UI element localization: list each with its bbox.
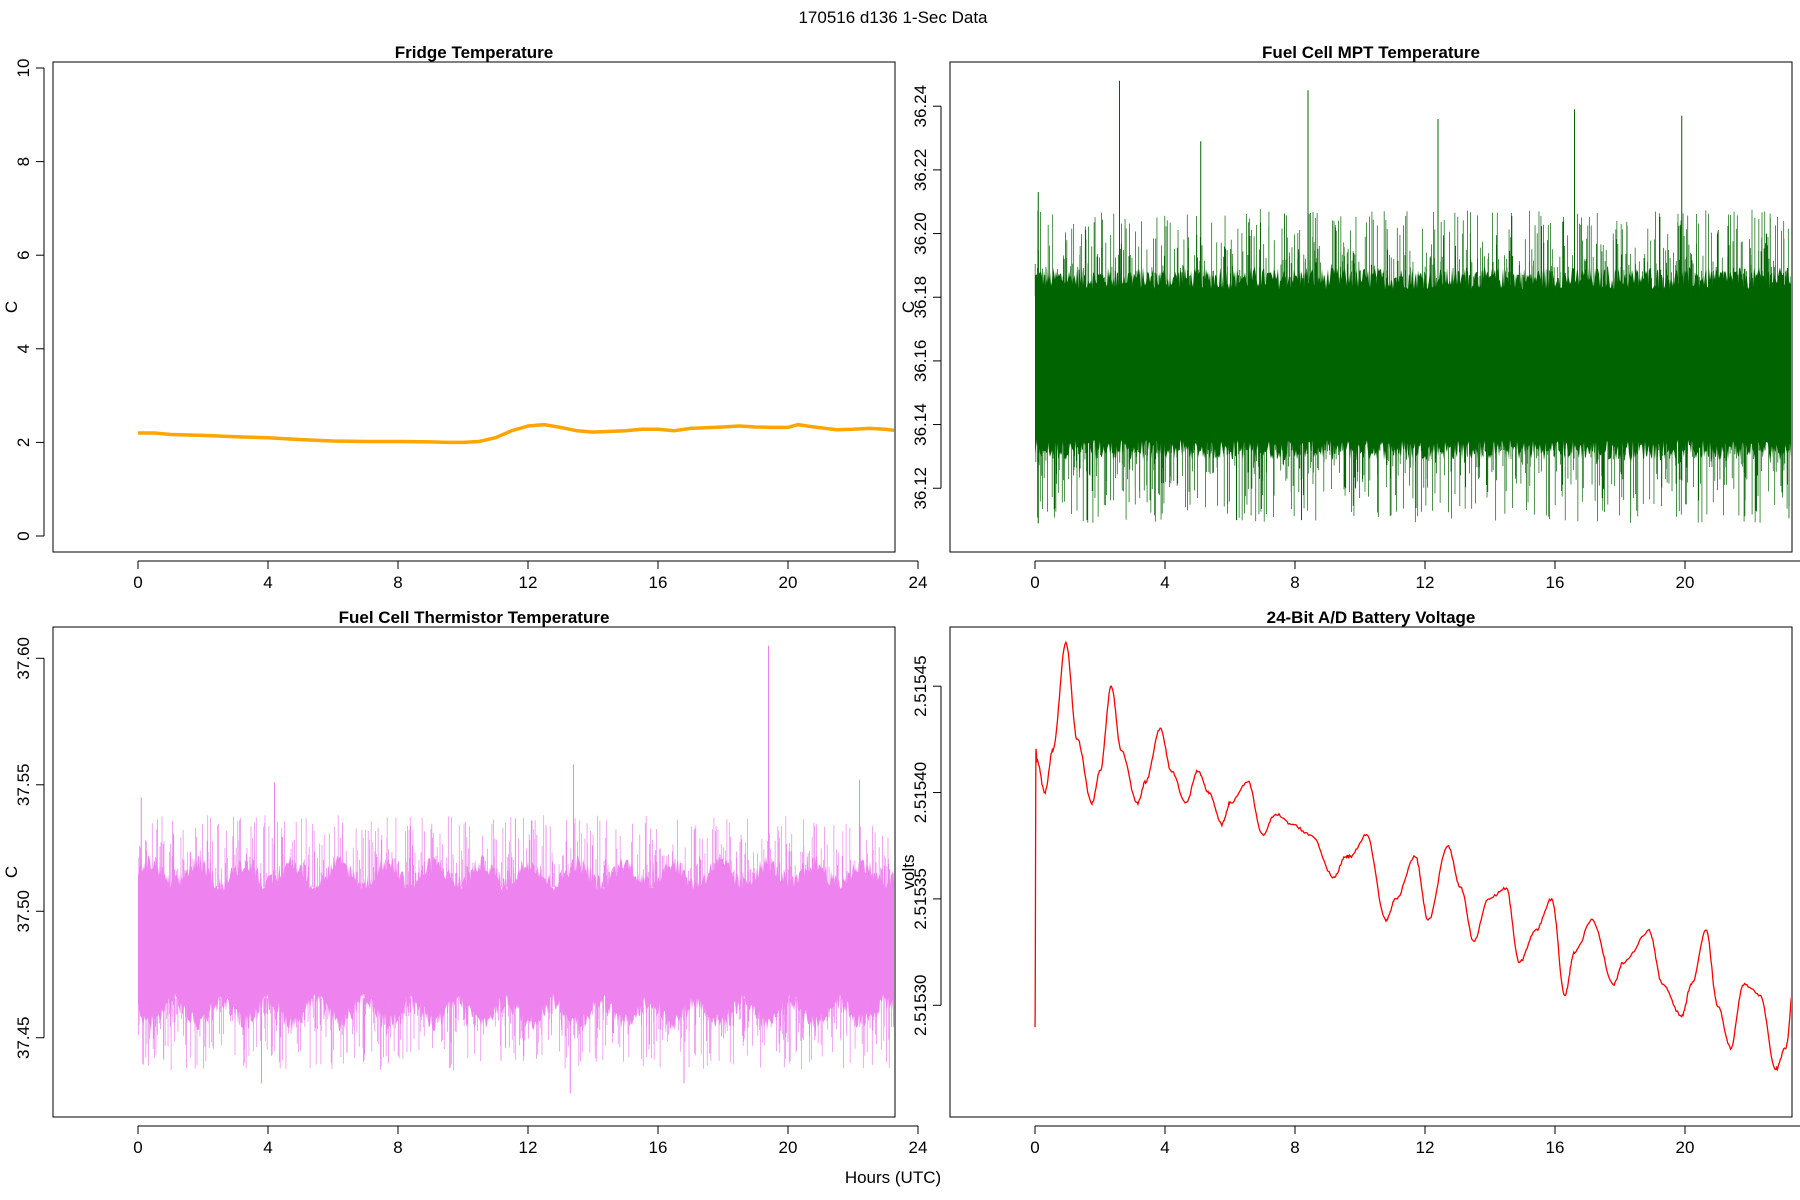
panel-title: Fuel Cell MPT Temperature (1262, 43, 1480, 62)
y-tick-label: 36.20 (911, 212, 930, 255)
x-tick-label: 0 (133, 573, 142, 592)
x-tick-label: 24 (909, 1138, 928, 1157)
y-axis: 36.12 36.14 36.16 36.18 36.20 36.22 36.24 (911, 85, 942, 510)
y-tick-label: 2.51540 (911, 762, 930, 823)
y-tick-label: 2.51535 (911, 868, 930, 929)
panel-24-bit-a-d-battery-voltage: 24-Bit A/D Battery Voltage 0 4 8 12 16 20 24 2.5… (899, 608, 1800, 1157)
y-tick-label: 4 (14, 344, 33, 353)
y-tick-label: 36.24 (911, 85, 930, 128)
plot-frame (949, 61, 1793, 553)
x-tick-label: 20 (1676, 1138, 1695, 1157)
series-noise (138, 645, 894, 1094)
noise-whiskers (138, 815, 894, 1071)
series-line (1034, 640, 1791, 1072)
plot-area (138, 422, 894, 445)
x-tick-label: 8 (393, 573, 402, 592)
x-tick-label: 16 (1546, 1138, 1565, 1157)
figure-title: 170516 d136 1-Sec Data (798, 8, 988, 27)
y-axis-label: C (2, 866, 21, 878)
plot-area (1034, 640, 1791, 1072)
y-tick-label: 10 (14, 59, 33, 78)
x-tick-label: 12 (1416, 573, 1435, 592)
plot-frame (52, 626, 896, 1118)
x-tick-label: 4 (1160, 573, 1169, 592)
x-tick-label: 4 (263, 1138, 272, 1157)
panel-fuel-cell-thermistor-temperature: Fuel Cell Thermistor Temperature 0 4 8 12 16 2… (2, 608, 927, 1157)
x-tick-label: 8 (1290, 1138, 1299, 1157)
y-tick-label: 2 (14, 438, 33, 447)
x-tick-label: 20 (779, 1138, 798, 1157)
y-tick-label: 36.14 (911, 403, 930, 446)
x-tick-label: 20 (1676, 573, 1695, 592)
x-tick-label: 24 (909, 573, 928, 592)
x-tick-label: 12 (519, 1138, 538, 1157)
y-tick-label: 36.22 (911, 149, 930, 192)
x-tick-label: 12 (1416, 1138, 1435, 1157)
y-tick-label: 37.50 (14, 890, 33, 933)
x-tick-label: 8 (393, 1138, 402, 1157)
x-tick-label: 4 (263, 573, 272, 592)
y-axis: 0 2 4 6 8 10 (14, 59, 45, 541)
panel-title: Fridge Temperature (395, 43, 553, 62)
plot-area (138, 645, 894, 1094)
y-tick-label: 2.51545 (911, 655, 930, 716)
y-tick-label: 37.55 (14, 764, 33, 807)
x-tick-label: 4 (1160, 1138, 1169, 1157)
y-axis-label: volts (899, 855, 918, 890)
x-tick-label: 0 (133, 1138, 142, 1157)
panel-title: 24-Bit A/D Battery Voltage (1267, 608, 1476, 627)
x-tick-label: 16 (1546, 573, 1565, 592)
y-tick-label: 8 (14, 157, 33, 166)
figure-xlabel: Hours (UTC) (845, 1168, 941, 1187)
x-axis: 0 4 8 12 16 20 24 (133, 560, 928, 592)
y-tick-label: 2.51530 (911, 975, 930, 1036)
series-line (138, 422, 894, 445)
y-tick-label: 6 (14, 250, 33, 259)
x-tick-label: 16 (649, 1138, 668, 1157)
x-tick-label: 0 (1030, 573, 1039, 592)
y-axis: 2.51530 2.51535 2.51540 2.51545 (911, 655, 942, 1036)
panel-fuel-cell-mpt-temperature: Fuel Cell MPT Temperature 0 4 8 12 16 20 24 36.1… (899, 43, 1800, 592)
y-tick-label: 36.16 (911, 340, 930, 383)
x-tick-label: 16 (649, 573, 668, 592)
plot-area (1034, 80, 1791, 524)
panel-title: Fuel Cell Thermistor Temperature (339, 608, 610, 627)
y-axis-label: C (899, 301, 918, 313)
y-axis-label: C (2, 301, 21, 313)
x-tick-label: 8 (1290, 573, 1299, 592)
noise-whiskers (1034, 209, 1791, 523)
series-noise (1034, 80, 1791, 524)
x-tick-label: 20 (779, 573, 798, 592)
y-tick-label: 37.60 (14, 637, 33, 680)
plot-frame (52, 61, 896, 553)
y-tick-label: 36.18 (911, 276, 930, 319)
x-axis: 0 4 8 12 16 20 24 (133, 1125, 928, 1157)
y-tick-label: 0 (14, 531, 33, 540)
x-tick-label: 12 (519, 573, 538, 592)
noise-core (138, 854, 894, 1032)
noise-core (1035, 267, 1791, 461)
y-axis: 37.45 37.50 37.55 37.60 (14, 637, 45, 1059)
y-tick-label: 37.45 (14, 1016, 33, 1059)
x-tick-label: 0 (1030, 1138, 1039, 1157)
plot-frame (949, 626, 1793, 1118)
y-tick-label: 36.12 (911, 467, 930, 510)
